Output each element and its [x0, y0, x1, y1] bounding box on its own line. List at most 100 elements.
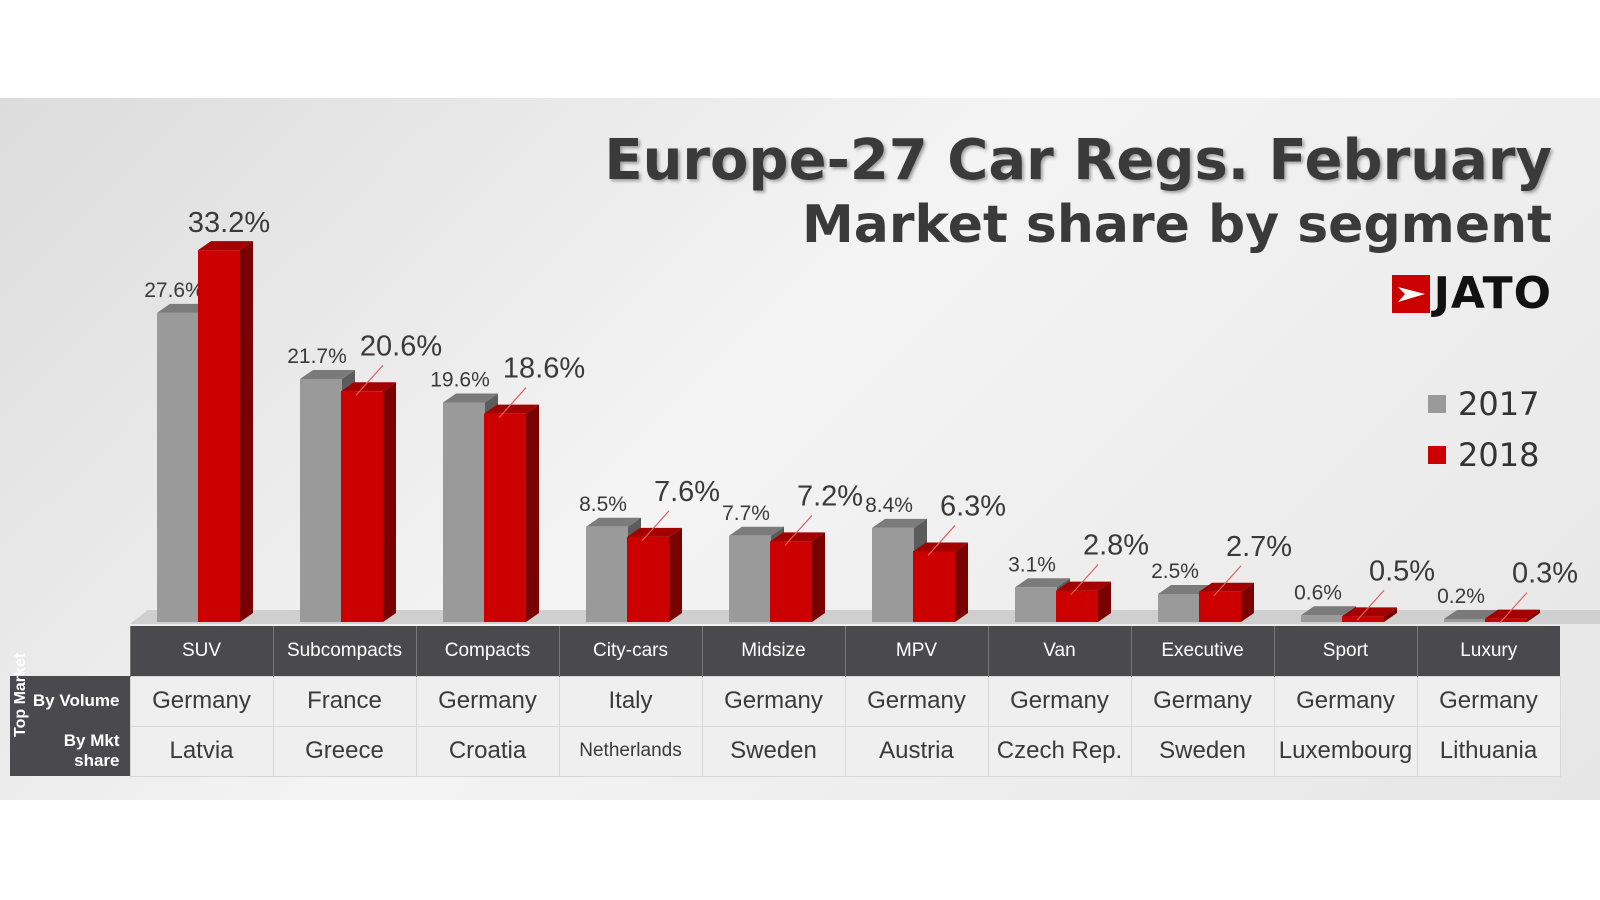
by-volume-row: Top Market By Volume Germany France German… — [10, 653, 1561, 776]
by-mkt-share-cell: Sweden — [701, 725, 846, 777]
bar-2018 — [1485, 618, 1527, 622]
by-volume-cell: Germany — [415, 675, 560, 727]
segment-header-cell: City-cars — [558, 626, 702, 676]
by-mkt-share-cell: Luxembourg — [1273, 725, 1418, 777]
data-label-2017: 21.7% — [287, 345, 347, 368]
chart-title: Europe-27 Car Regs. February — [604, 128, 1552, 193]
data-label-2018: 2.8% — [1083, 530, 1149, 562]
label-leader-line — [1499, 592, 1528, 624]
segment-header-cell: SUV — [129, 626, 273, 676]
by-mkt-share-row: By Mkt share Latvia Greece Croatia Netherla… — [10, 725, 1561, 777]
bar-2018 — [913, 551, 955, 622]
legend-label-2018: 2018 — [1458, 436, 1540, 474]
segment-header-cell: Sport — [1273, 626, 1417, 676]
data-label-2017: 3.1% — [1008, 553, 1056, 576]
data-label-2017: 8.5% — [579, 493, 627, 516]
data-label-2017: 0.2% — [1437, 585, 1485, 608]
bar-top-2018 — [913, 542, 968, 552]
data-label-2018: 7.6% — [654, 476, 720, 508]
data-label-2017: 7.7% — [722, 502, 770, 525]
bar-2018 — [341, 391, 383, 622]
label-leader-line — [927, 525, 956, 556]
bar-top-2017 — [586, 517, 641, 527]
bar-2017 — [300, 378, 342, 622]
jato-logo-mark-icon — [1391, 275, 1430, 313]
label-leader-line — [1213, 565, 1242, 597]
bar-2018 — [770, 541, 812, 622]
by-volume-cell: Germany — [1130, 675, 1275, 727]
bar-top-2017 — [729, 526, 784, 536]
data-label-2017: 8.4% — [865, 494, 913, 517]
by-volume-cell: Germany — [1416, 675, 1561, 727]
bar-top-2018 — [1199, 582, 1254, 592]
bar-top-2017 — [1015, 578, 1070, 588]
bar-chart: 27.6%33.2%21.7% 20.6%19.6% 18.6%8.5% 7.6%7.… — [130, 207, 1600, 624]
bar-top-2018 — [484, 404, 539, 414]
by-mkt-share-cell: Lithuania — [1416, 725, 1561, 777]
by-mkt-share-label: By Mkt share — [32, 726, 130, 776]
bar-2018 — [627, 536, 669, 622]
by-volume-cell: Italy — [558, 675, 703, 727]
bar-top-2017 — [300, 369, 355, 379]
bar-side-2018 — [1384, 607, 1397, 622]
by-volume-label: By Volume — [32, 676, 130, 726]
bar-2017 — [1158, 594, 1200, 622]
bar-side-2018 — [1527, 609, 1540, 622]
data-label-2017: 19.6% — [430, 368, 490, 391]
label-leader-line — [784, 514, 813, 546]
legend-swatch-2017 — [1428, 395, 1446, 413]
bar-side-2018 — [669, 527, 682, 622]
segment-header-cell: Executive — [1130, 626, 1274, 676]
bar-side-2018 — [812, 532, 825, 622]
bar-side-2018 — [955, 542, 968, 622]
by-volume-cell: Germany — [701, 675, 846, 727]
by-mkt-share-cell: Croatia — [415, 725, 560, 777]
data-label-2018: 6.3% — [940, 490, 1006, 522]
top-market-table: SUV Subcompacts Compacts City-cars Midsize MP… — [10, 626, 1561, 777]
segment-header-cell: Midsize — [701, 626, 845, 676]
bar-2017 — [443, 402, 485, 622]
bar-2017 — [872, 527, 914, 622]
by-mkt-share-cell: Czech Rep. — [987, 725, 1132, 777]
by-volume-cell: Germany — [129, 675, 274, 727]
bar-2018 — [1199, 591, 1241, 622]
by-mkt-share-cell: Greece — [272, 725, 417, 777]
legend-label-2017: 2017 — [1458, 385, 1540, 423]
chart-subtitle: Market share by segment — [802, 195, 1552, 255]
bar-2018 — [1342, 616, 1384, 622]
segment-header-cell: Van — [987, 626, 1131, 676]
bar-side-2018 — [1241, 582, 1254, 622]
data-label-2018: 0.3% — [1512, 558, 1578, 590]
jato-logo-text: JATO — [1433, 268, 1552, 319]
label-leader-line — [355, 364, 384, 396]
by-volume-cell: Germany — [1273, 675, 1418, 727]
bar-side-2018 — [383, 382, 396, 622]
legend-item-2017: 2017 — [1428, 385, 1539, 423]
by-volume-cell: France — [272, 675, 417, 727]
bar-top-2018 — [1485, 609, 1540, 619]
data-label-2018: 33.2% — [188, 207, 270, 239]
bar-2018 — [1056, 590, 1098, 622]
label-leader-line — [1356, 589, 1385, 621]
bar-side-2018 — [526, 404, 539, 622]
bar-2017 — [586, 526, 628, 622]
by-mkt-share-cell: Sweden — [1130, 725, 1275, 777]
data-label-2017: 27.6% — [144, 279, 204, 302]
data-label-2018: 20.6% — [360, 330, 442, 362]
top-market-label: Top Market — [10, 653, 32, 776]
bar-top-2018 — [627, 527, 682, 537]
by-mkt-share-cell: Netherlands — [558, 725, 703, 777]
bar-2017 — [729, 535, 771, 622]
bar-top-2017 — [443, 393, 498, 403]
bar-2018 — [484, 413, 526, 622]
by-volume-cell: Germany — [844, 675, 989, 727]
bar-2017 — [157, 312, 199, 622]
bar-top-2017 — [1301, 606, 1356, 616]
bar-2017 — [1301, 615, 1343, 622]
by-mkt-share-cell: Latvia — [129, 725, 274, 777]
data-label-2017: 0.6% — [1294, 581, 1342, 604]
segment-header-cell: Compacts — [415, 626, 559, 676]
data-label-2018: 7.2% — [797, 480, 863, 512]
legend-item-2018: 2018 — [1428, 436, 1539, 474]
label-leader-line — [1070, 564, 1099, 596]
